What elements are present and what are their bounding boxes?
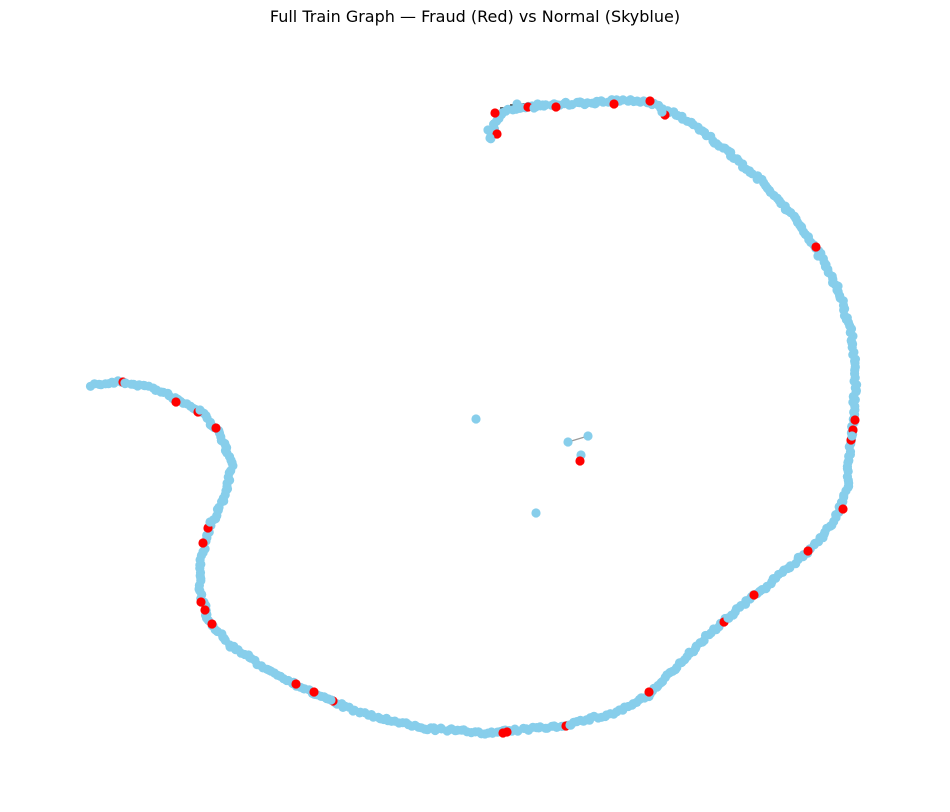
- normal-node: [205, 517, 215, 527]
- fraud-node: [309, 687, 319, 697]
- normal-node: [195, 405, 205, 415]
- normal-node: [531, 508, 541, 518]
- normal-node: [575, 97, 585, 107]
- fraud-node: [211, 423, 221, 433]
- fraud-node: [502, 727, 512, 737]
- normal-node: [512, 99, 522, 109]
- fraud-node: [171, 397, 181, 407]
- normal-node: [529, 103, 539, 113]
- fraud-node: [644, 687, 654, 697]
- normal-node: [485, 133, 495, 143]
- fraud-node: [207, 619, 217, 629]
- normal-node: [583, 431, 593, 441]
- normal-node: [483, 125, 493, 135]
- fraud-node: [291, 679, 301, 689]
- fraud-node: [803, 546, 813, 556]
- normal-node: [723, 613, 733, 623]
- normal-node: [591, 98, 601, 108]
- fraud-node: [575, 456, 585, 466]
- normal-node: [120, 378, 130, 388]
- fraud-node: [551, 102, 561, 112]
- normal-node: [326, 695, 336, 705]
- fraud-node: [196, 597, 206, 607]
- fraud-node: [490, 108, 500, 118]
- normal-node: [565, 720, 575, 730]
- normal-node: [563, 437, 573, 447]
- fraud-node: [850, 415, 860, 425]
- normal-node: [657, 107, 667, 117]
- fraud-node: [198, 538, 208, 548]
- graph-nodes: [85, 95, 862, 739]
- fraud-node: [492, 129, 502, 139]
- fraud-node: [200, 605, 210, 615]
- normal-node: [847, 431, 857, 441]
- fraud-node: [609, 99, 619, 109]
- fraud-node: [645, 96, 655, 106]
- normal-node: [813, 251, 823, 261]
- fraud-node: [749, 590, 759, 600]
- chart-title: Full Train Graph — Fraud (Red) vs Normal…: [269, 7, 681, 26]
- fraud-node: [838, 504, 848, 514]
- normal-node: [471, 414, 481, 424]
- fraud-node: [811, 242, 821, 252]
- normal-node: [539, 101, 549, 111]
